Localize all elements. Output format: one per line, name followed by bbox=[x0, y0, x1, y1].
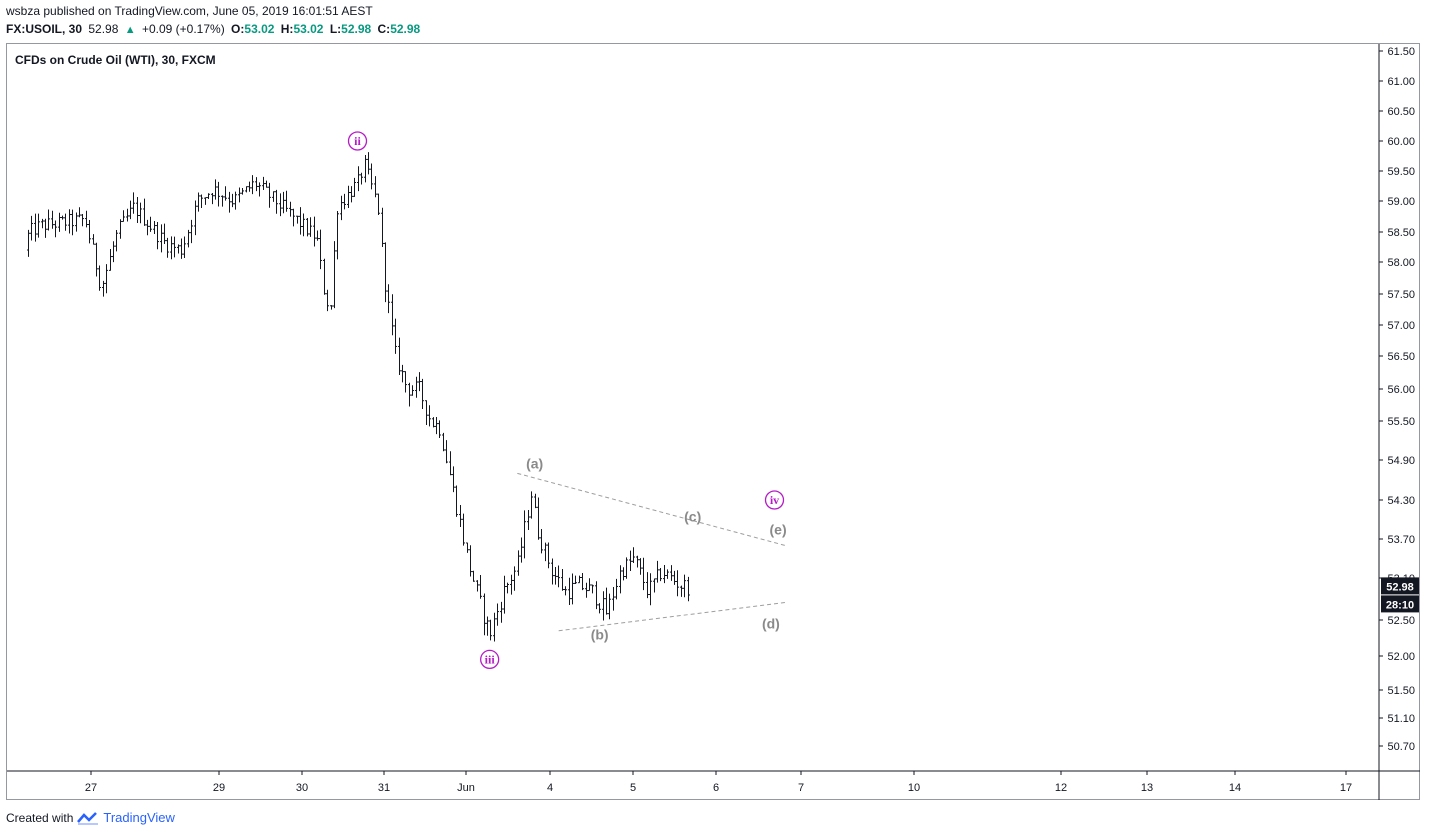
low-value: 52.98 bbox=[341, 22, 372, 36]
y-tick-label: 56.50 bbox=[1387, 351, 1415, 363]
y-tick-label: 58.50 bbox=[1387, 227, 1415, 239]
high-label: H: bbox=[280, 22, 294, 36]
x-tick-label: 30 bbox=[296, 782, 308, 794]
wave-label: (a) bbox=[526, 455, 543, 471]
y-tick-label: 55.50 bbox=[1387, 416, 1415, 428]
x-tick-label: 4 bbox=[547, 782, 553, 794]
wave-label: iii bbox=[485, 652, 496, 666]
x-tick-label: 5 bbox=[630, 782, 636, 794]
y-tick-label: 58.00 bbox=[1387, 257, 1415, 269]
x-tick-label: 7 bbox=[798, 782, 804, 794]
tradingview-brand[interactable]: TradingView bbox=[103, 810, 175, 825]
symbol-ohlc-line: FX:USOIL, 30 52.98 ▲ +0.09 (+0.17%) O:53… bbox=[6, 22, 423, 36]
y-tick-label: 54.30 bbox=[1387, 495, 1415, 507]
last-price: 52.98 bbox=[88, 22, 119, 36]
change-value: +0.09 (+0.17%) bbox=[141, 22, 225, 36]
y-tick-label: 54.90 bbox=[1387, 455, 1415, 467]
close-label: C: bbox=[377, 22, 391, 36]
y-tick-label: 52.00 bbox=[1387, 651, 1415, 663]
x-tick-label: 31 bbox=[378, 782, 390, 794]
low-label: L: bbox=[329, 22, 342, 36]
x-tick-label: 13 bbox=[1141, 782, 1153, 794]
countdown-label: 28:10 bbox=[1386, 599, 1414, 611]
x-tick-label: 10 bbox=[908, 782, 920, 794]
created-with-label: Created with bbox=[6, 810, 74, 825]
chart-frame bbox=[6, 43, 1420, 800]
footer: Created with TradingView bbox=[6, 810, 175, 825]
y-tick-label: 51.10 bbox=[1387, 713, 1415, 725]
tradingview-logo-icon bbox=[77, 811, 99, 825]
y-tick-label: 59.50 bbox=[1387, 166, 1415, 178]
x-tick-label: 12 bbox=[1055, 782, 1067, 794]
y-tick-label: 57.50 bbox=[1387, 289, 1415, 301]
symbol-label: FX:USOIL, 30 bbox=[6, 22, 83, 36]
wave-circle bbox=[347, 131, 368, 151]
wave-label: ii bbox=[354, 134, 361, 148]
x-tick-label: 27 bbox=[85, 782, 97, 794]
y-tick-label: 50.70 bbox=[1387, 741, 1415, 753]
y-tick-label: 57.00 bbox=[1387, 320, 1415, 332]
y-tick-label: 61.00 bbox=[1387, 76, 1415, 88]
triangle-trendline bbox=[517, 472, 786, 546]
wave-label: (c) bbox=[684, 508, 701, 524]
x-tick-label: 29 bbox=[213, 782, 225, 794]
wave-label: (d) bbox=[762, 616, 780, 632]
y-tick-label: 59.00 bbox=[1387, 196, 1415, 208]
publish-info: wsbza published on TradingView.com, June… bbox=[6, 4, 373, 18]
open-value: 53.02 bbox=[244, 22, 275, 36]
y-tick-label: 52.50 bbox=[1387, 615, 1415, 627]
wave-circle bbox=[480, 649, 500, 670]
y-tick-label: 60.00 bbox=[1387, 136, 1415, 148]
wave-label: (b) bbox=[591, 626, 609, 642]
x-tick-label: Jun bbox=[457, 782, 475, 794]
x-tick-label: 14 bbox=[1229, 782, 1241, 794]
triangle-trendline bbox=[558, 602, 786, 632]
close-value: 52.98 bbox=[390, 22, 421, 36]
high-value: 53.02 bbox=[293, 22, 324, 36]
y-tick-label: 60.50 bbox=[1387, 106, 1415, 118]
x-tick-label: 17 bbox=[1340, 782, 1352, 794]
up-triangle-icon: ▲ bbox=[124, 24, 136, 36]
chart-title: CFDs on Crude Oil (WTI), 30, FXCM bbox=[15, 53, 216, 67]
wave-circle bbox=[764, 490, 785, 510]
wave-label: (e) bbox=[770, 521, 787, 537]
y-tick-label: 53.70 bbox=[1387, 534, 1415, 546]
y-tick-label: 56.00 bbox=[1387, 384, 1415, 396]
countdown-tag bbox=[1381, 595, 1419, 613]
open-label: O: bbox=[231, 22, 245, 36]
ohlc-bars bbox=[27, 152, 690, 642]
wave-label: iv bbox=[770, 493, 779, 507]
last-price-tag bbox=[1381, 577, 1419, 595]
last-price-label: 52.98 bbox=[1386, 581, 1414, 593]
x-tick-label: 6 bbox=[713, 782, 719, 794]
y-tick-label: 61.50 bbox=[1387, 46, 1415, 58]
y-tick-label: 51.50 bbox=[1387, 685, 1415, 697]
